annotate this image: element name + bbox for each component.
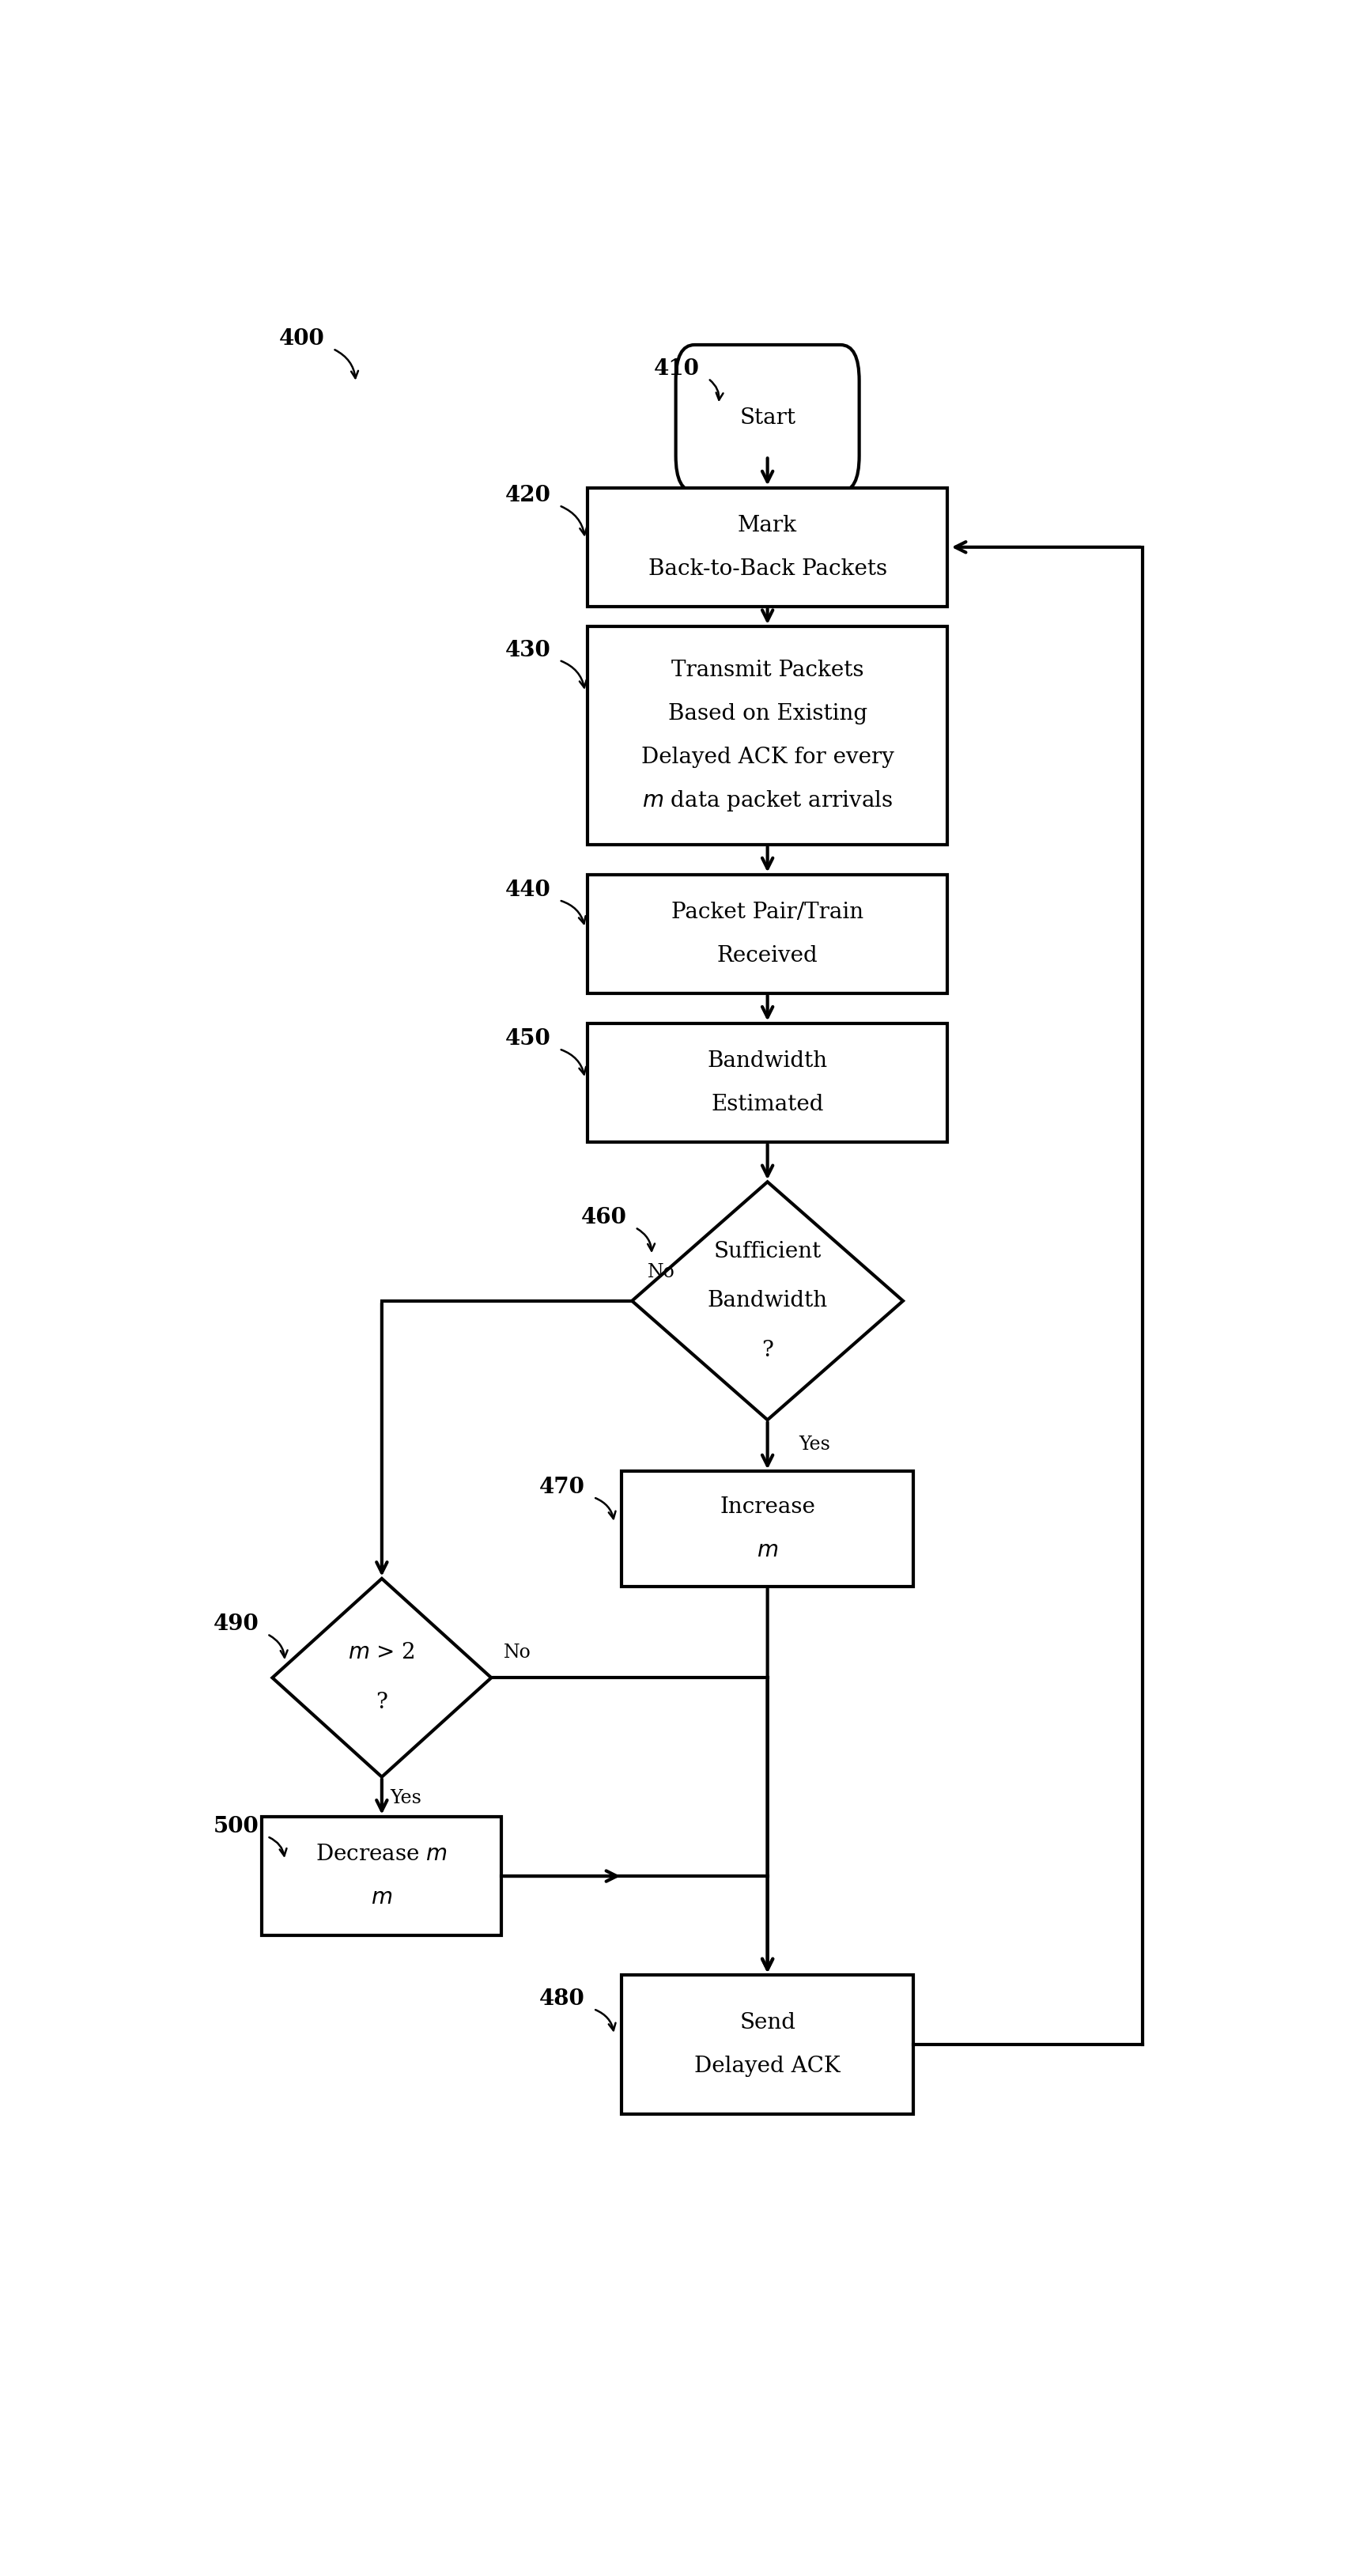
Text: Sufficient: Sufficient: [714, 1242, 822, 1262]
Text: $m$ data packet arrivals: $m$ data packet arrivals: [642, 788, 893, 814]
Text: $m$: $m$: [371, 1888, 393, 1909]
Text: Yes: Yes: [799, 1435, 830, 1453]
FancyBboxPatch shape: [675, 345, 859, 492]
Text: No: No: [647, 1262, 675, 1280]
Text: 410: 410: [654, 358, 699, 379]
Text: 480: 480: [539, 1989, 585, 2009]
FancyBboxPatch shape: [588, 626, 947, 845]
Text: Start: Start: [740, 407, 795, 428]
Text: Decrease $m$: Decrease $m$: [316, 1844, 448, 1865]
Text: ?: ?: [377, 1692, 387, 1713]
Text: 420: 420: [504, 484, 550, 507]
Polygon shape: [272, 1579, 491, 1777]
Text: Send: Send: [740, 2012, 795, 2032]
FancyBboxPatch shape: [621, 1471, 913, 1587]
FancyBboxPatch shape: [588, 1023, 947, 1141]
Text: Increase: Increase: [720, 1497, 815, 1517]
Text: Delayed ACK: Delayed ACK: [694, 2056, 841, 2076]
FancyBboxPatch shape: [621, 1976, 913, 2115]
Text: 500: 500: [213, 1816, 258, 1837]
Text: 430: 430: [504, 639, 550, 662]
Text: 450: 450: [504, 1028, 550, 1051]
Text: Yes: Yes: [390, 1788, 422, 1806]
Text: Back-to-Back Packets: Back-to-Back Packets: [648, 559, 886, 580]
Text: ?: ?: [761, 1340, 773, 1360]
FancyBboxPatch shape: [588, 487, 947, 608]
FancyBboxPatch shape: [588, 873, 947, 994]
Text: Received: Received: [717, 945, 818, 966]
Text: Bandwidth: Bandwidth: [707, 1291, 827, 1311]
Text: 460: 460: [581, 1208, 627, 1229]
Text: 400: 400: [278, 327, 324, 350]
FancyBboxPatch shape: [262, 1816, 502, 1935]
Text: $m$: $m$: [757, 1540, 779, 1561]
Text: Packet Pair/Train: Packet Pair/Train: [671, 902, 863, 922]
Text: 490: 490: [213, 1613, 258, 1636]
Text: Estimated: Estimated: [712, 1095, 824, 1115]
Text: $m$ > 2: $m$ > 2: [348, 1643, 416, 1664]
Text: Mark: Mark: [738, 515, 798, 536]
Text: 470: 470: [539, 1476, 585, 1499]
Text: Transmit Packets: Transmit Packets: [671, 659, 863, 680]
Text: Delayed ACK for every: Delayed ACK for every: [642, 747, 894, 768]
Text: Based on Existing: Based on Existing: [668, 703, 868, 724]
Text: No: No: [504, 1643, 531, 1662]
Text: Bandwidth: Bandwidth: [707, 1051, 827, 1072]
Text: 440: 440: [504, 878, 550, 902]
Polygon shape: [632, 1182, 902, 1419]
